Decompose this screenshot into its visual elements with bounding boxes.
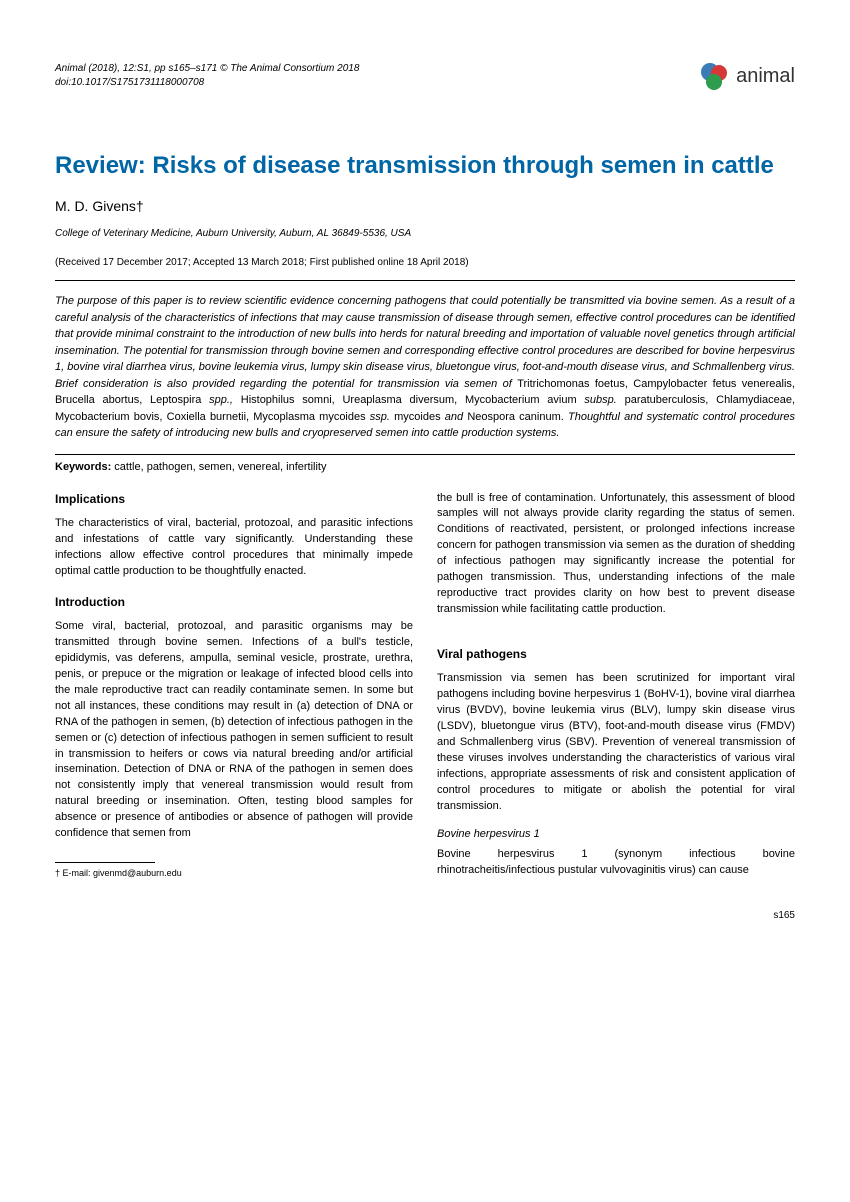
viral-heading: Viral pathogens (437, 646, 795, 663)
keywords: Keywords: cattle, pathogen, semen, vener… (55, 461, 795, 473)
animal-logo-icon (698, 60, 730, 92)
abstract-italic4: and (445, 411, 468, 423)
logo-text: animal (736, 65, 795, 88)
logo-container: animal (698, 60, 795, 92)
right-column: the bull is free of contamination. Unfor… (437, 491, 795, 881)
keywords-label: Keywords: (55, 461, 114, 473)
keywords-text: cattle, pathogen, semen, venereal, infer… (114, 461, 326, 473)
abstract-italic3: ssp. (370, 411, 394, 423)
journal-line2: doi:10.1017/S1751731118000708 (55, 76, 359, 90)
article-title: Review: Risks of disease transmission th… (55, 152, 795, 180)
introduction-heading: Introduction (55, 594, 413, 611)
left-column: Implications The characteristics of vira… (55, 491, 413, 881)
abstract-roman5: Neospora caninum. (467, 411, 568, 423)
abstract-roman4: mycoides (394, 411, 445, 423)
abstract-italic1: spp., (209, 394, 241, 406)
bohv1-heading: Bovine herpesvirus 1 (437, 827, 795, 843)
abstract: The purpose of this paper is to review s… (55, 287, 795, 448)
implications-heading: Implications (55, 491, 413, 508)
abstract-part1: The purpose of this paper is to review s… (55, 295, 795, 390)
publication-dates: (Received 17 December 2017; Accepted 13 … (55, 257, 795, 268)
author-name: M. D. Givens† (55, 198, 795, 214)
divider-top (55, 280, 795, 281)
footnote-email: † E-mail: givenmd@auburn.edu (55, 867, 413, 880)
bohv1-text: Bovine herpesvirus 1 (synonym infectious… (437, 847, 795, 879)
journal-info: Animal (2018), 12:S1, pp s165–s171 © The… (55, 62, 359, 90)
abstract-italic2: subsp. (584, 394, 624, 406)
viral-text: Transmission via semen has been scrutini… (437, 671, 795, 814)
col2-continuation: the bull is free of contamination. Unfor… (437, 491, 795, 619)
header-row: Animal (2018), 12:S1, pp s165–s171 © The… (55, 60, 795, 92)
divider-bottom (55, 454, 795, 455)
journal-line1: Animal (2018), 12:S1, pp s165–s171 © The… (55, 62, 359, 76)
content-columns: Implications The characteristics of vira… (55, 491, 795, 881)
affiliation: College of Veterinary Medicine, Auburn U… (55, 228, 795, 239)
footnote-divider (55, 862, 155, 863)
page-number: s165 (55, 910, 795, 921)
implications-text: The characteristics of viral, bacterial,… (55, 516, 413, 580)
introduction-text: Some viral, bacterial, protozoal, and pa… (55, 619, 413, 842)
abstract-roman2: Histophilus somni, Ureaplasma diversum, … (241, 394, 585, 406)
